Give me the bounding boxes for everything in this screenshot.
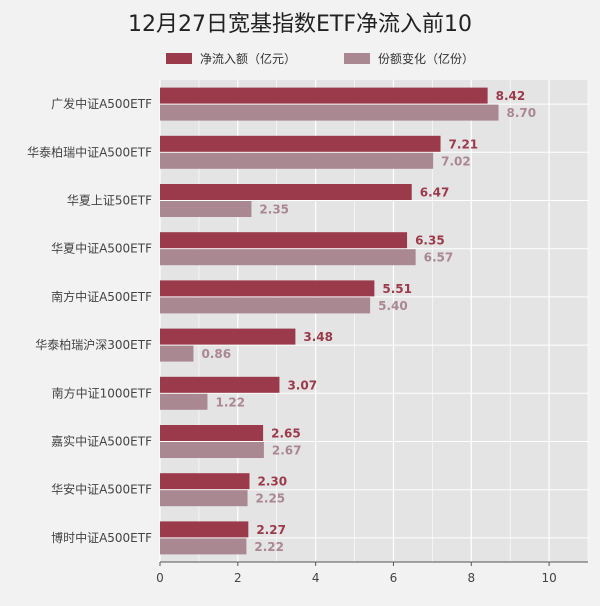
bar-net-inflow [160, 425, 264, 441]
category-label: 嘉实中证A500ETF [51, 434, 152, 449]
bar-share-change [160, 152, 434, 169]
bar-net-inflow [160, 280, 375, 297]
category-label: 华泰柏瑞中证A500ETF [27, 144, 152, 159]
category-label: 华泰柏瑞沪深300ETF [35, 337, 152, 352]
bar-share-change [160, 249, 416, 266]
category-label: 华安中证A500ETF [51, 482, 152, 497]
data-label-share-change: 7.02 [441, 154, 471, 168]
x-tick-label: 0 [156, 571, 164, 585]
bar-share-change [160, 490, 248, 507]
data-label-net-inflow: 2.30 [257, 475, 287, 489]
category-label: 南方中证A500ETF [51, 289, 152, 304]
bar-share-change [160, 393, 208, 410]
data-label-share-change: 1.22 [215, 395, 245, 409]
data-label-share-change: 2.35 [259, 203, 289, 217]
bar-net-inflow [160, 232, 408, 249]
bar-net-inflow [160, 376, 280, 393]
legend-swatch-net-inflow [166, 52, 192, 64]
data-label-share-change: 2.22 [254, 540, 284, 554]
chart-legend: 净流入额（亿元） 份额变化（亿份） [0, 48, 600, 68]
bar-share-change [160, 345, 194, 362]
data-label-net-inflow: 2.27 [256, 523, 286, 537]
category-label: 华夏中证A500ETF [51, 241, 152, 256]
data-label-share-change: 8.70 [507, 106, 537, 120]
x-tick-label: 4 [312, 571, 320, 585]
bar-net-inflow [160, 521, 249, 538]
data-label-net-inflow: 6.47 [420, 186, 450, 200]
data-label-share-change: 6.57 [424, 251, 454, 265]
legend-label-net-inflow: 净流入额（亿元） [200, 51, 297, 66]
category-label: 博时中证A500ETF [51, 530, 152, 545]
bar-share-change [160, 297, 371, 314]
data-label-net-inflow: 8.42 [496, 89, 526, 103]
data-label-share-change: 2.67 [272, 444, 302, 458]
bar-net-inflow [160, 328, 296, 345]
bar-net-inflow [160, 184, 412, 200]
data-label-net-inflow: 6.35 [415, 234, 445, 248]
bar-share-change [160, 201, 252, 217]
data-label-net-inflow: 3.48 [303, 330, 333, 344]
bar-net-inflow [160, 87, 488, 104]
category-label: 华夏上证50ETF [67, 194, 152, 208]
x-tick-label: 6 [390, 571, 398, 585]
legend-item-share-change: 份额变化（亿份） [344, 48, 474, 68]
data-label-net-inflow: 7.21 [449, 137, 479, 151]
bar-share-change [160, 538, 247, 555]
legend-item-net-inflow: 净流入额（亿元） [166, 48, 296, 68]
category-label: 广发中证A500ETF [51, 96, 152, 111]
x-tick-label: 10 [541, 571, 556, 585]
data-label-share-change: 5.40 [378, 299, 408, 313]
data-label-net-inflow: 3.07 [287, 378, 317, 392]
legend-label-share-change: 份额变化（亿份） [378, 51, 475, 66]
legend-swatch-share-change [344, 52, 370, 64]
category-label: 南方中证1000ETF [52, 385, 152, 400]
bar-net-inflow [160, 135, 441, 152]
data-label-net-inflow: 2.65 [271, 427, 301, 441]
bar-net-inflow [160, 473, 250, 490]
bar-share-change [160, 442, 264, 458]
data-label-share-change: 2.25 [256, 492, 286, 506]
x-tick-label: 2 [234, 571, 242, 585]
data-label-net-inflow: 5.51 [382, 282, 412, 296]
bar-share-change [160, 104, 499, 121]
chart-title: 12月27日宽基指数ETF净流入前10 [128, 12, 472, 37]
x-tick-label: 8 [467, 571, 475, 585]
data-label-share-change: 0.86 [201, 347, 231, 361]
